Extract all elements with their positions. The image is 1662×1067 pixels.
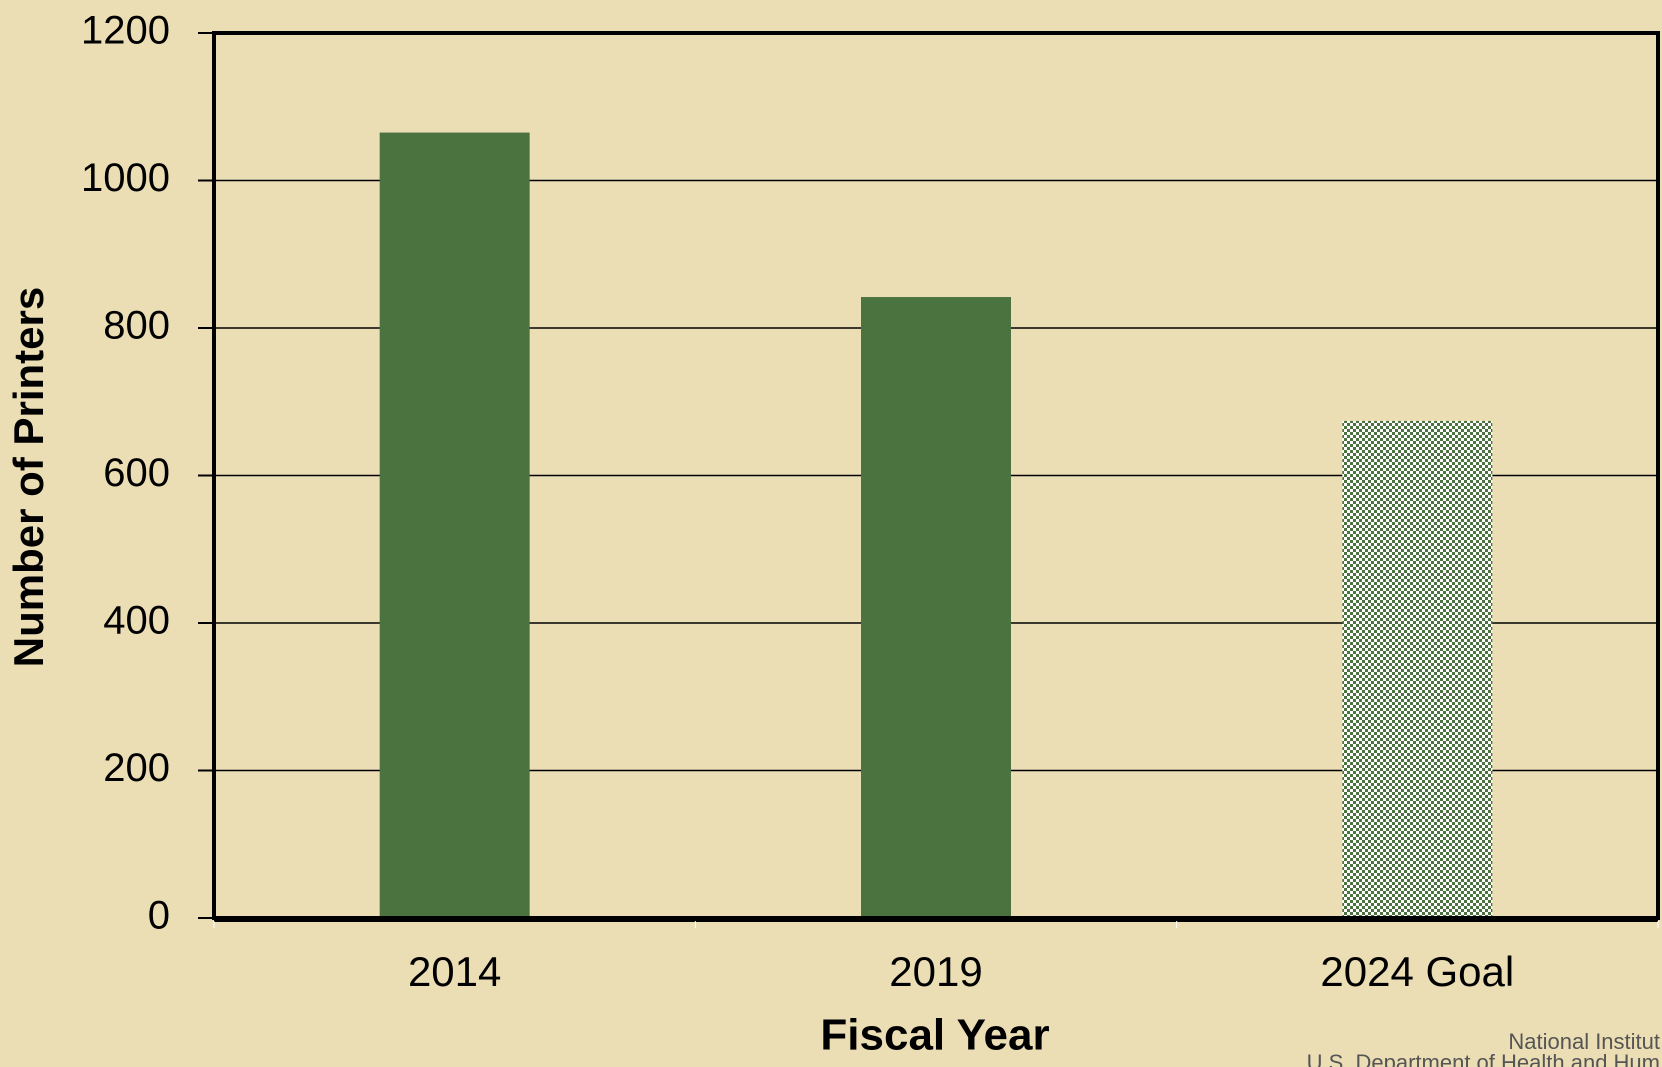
footer-line: U.S. Department of Health and Hum xyxy=(1307,1050,1660,1067)
bar xyxy=(379,132,530,918)
y-tick-label: 0 xyxy=(148,894,170,938)
x-tick-label: 2024 Goal xyxy=(1320,948,1514,995)
x-tick-label: 2019 xyxy=(889,948,982,995)
x-tick-label: 2014 xyxy=(408,948,501,995)
y-tick-label: 200 xyxy=(103,746,170,790)
x-axis-title: Fiscal Year xyxy=(820,1011,1049,1060)
y-tick-label: 600 xyxy=(103,451,170,495)
bar xyxy=(861,297,1011,918)
bars xyxy=(379,132,1493,918)
y-tick-label: 400 xyxy=(103,599,170,643)
y-tick-label: 1200 xyxy=(81,9,170,53)
y-axis-title: Number of Printers xyxy=(5,287,52,667)
plot-frame xyxy=(212,31,1660,920)
y-tick-label: 800 xyxy=(103,304,170,348)
bar xyxy=(1342,420,1493,918)
y-tick-label: 1000 xyxy=(81,156,170,200)
footer-line: National Institut xyxy=(1508,1029,1660,1054)
